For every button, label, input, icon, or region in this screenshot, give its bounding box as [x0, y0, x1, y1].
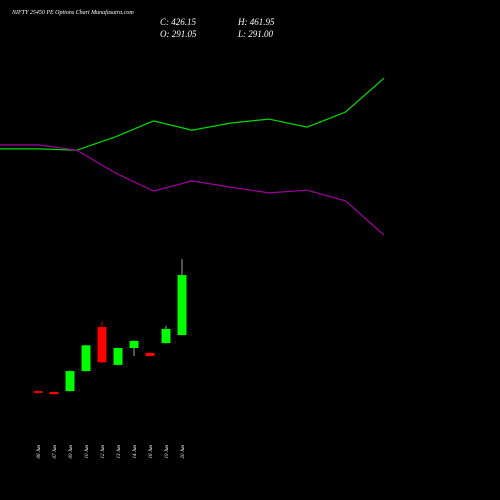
- x-tick-label: 10 Jun: [85, 445, 90, 459]
- high-label: H: 461.95: [237, 17, 275, 27]
- candle-body: [113, 348, 123, 365]
- x-tick-label: 14 Jun: [133, 445, 138, 459]
- x-tick-label: 07 Jun: [53, 445, 58, 459]
- x-tick-label: 06 Jun: [37, 445, 42, 459]
- low-label: L: 291.00: [237, 29, 274, 39]
- close-label: C: 426.15: [160, 17, 197, 27]
- candle-body: [49, 392, 59, 395]
- chart-title: NIFTY 25450 PE Options Chart Munafasutra…: [11, 9, 134, 16]
- x-tick-label: 20 Jun: [181, 445, 186, 459]
- x-tick-label: 16 Jun: [149, 445, 154, 459]
- indicator-line: [0, 77, 385, 151]
- indicator-line: [0, 144, 385, 236]
- x-tick-label: 19 Jun: [165, 445, 170, 459]
- candle-body: [65, 371, 75, 392]
- candle-body: [129, 340, 139, 348]
- candle-body: [145, 352, 155, 356]
- candle-body: [177, 275, 187, 336]
- candle-body: [97, 327, 107, 363]
- candle-body: [161, 328, 171, 344]
- x-tick-label: 13 Jun: [117, 445, 122, 459]
- x-tick-label: 09 Jun: [69, 445, 74, 459]
- candle-body: [81, 345, 91, 372]
- x-tick-label: 12 Jun: [101, 445, 106, 459]
- open-label: O: 291.05: [160, 29, 197, 39]
- candle-body: [33, 391, 43, 393]
